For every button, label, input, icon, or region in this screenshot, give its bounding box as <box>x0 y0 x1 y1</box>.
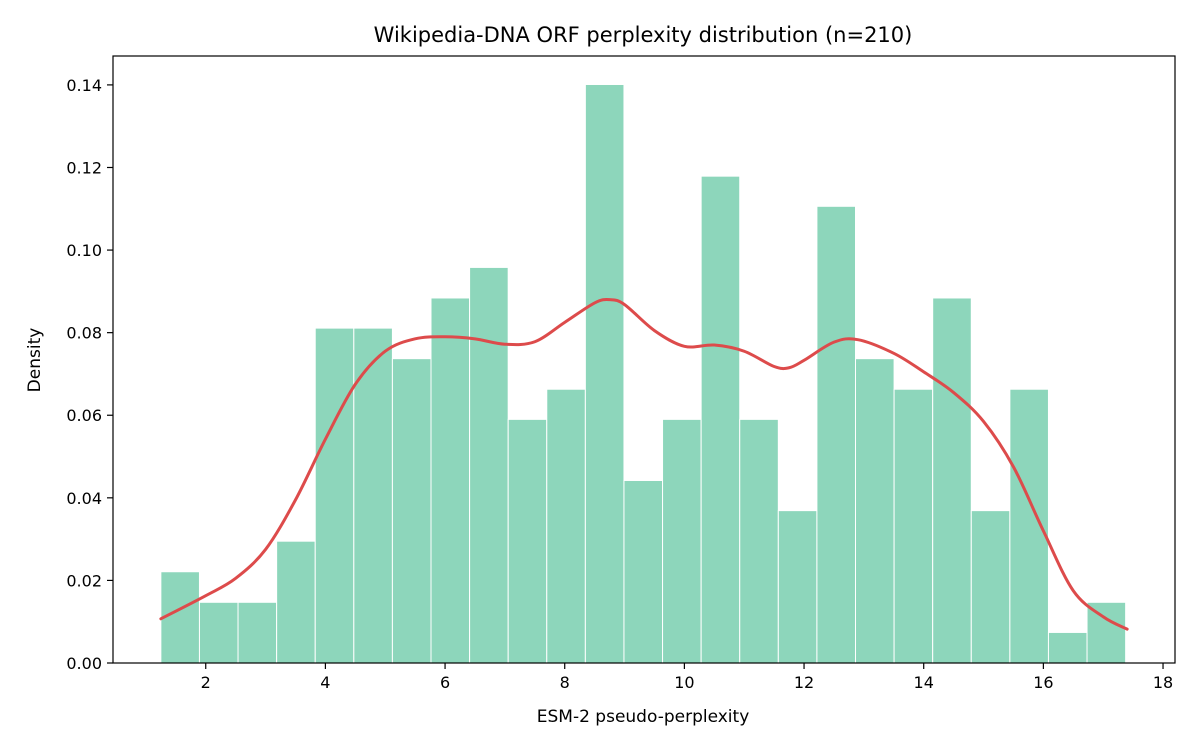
x-tick-label: 8 <box>560 673 570 692</box>
x-tick-label: 14 <box>914 673 934 692</box>
histogram-bar <box>314 327 355 664</box>
histogram-bar <box>160 571 200 664</box>
kde-curve-group <box>159 297 1129 631</box>
histogram-bar <box>198 601 239 664</box>
x-axis-label: ESM-2 pseudo-perplexity <box>537 707 750 727</box>
x-tick-label: 6 <box>440 673 450 692</box>
y-tick-label: 0.12 <box>66 158 102 177</box>
y-tick-label: 0.08 <box>66 324 102 343</box>
x-tick-label: 12 <box>794 673 814 692</box>
histogram-bar <box>855 358 895 664</box>
chart-title: Wikipedia-DNA ORF perplexity distributio… <box>374 23 913 47</box>
y-tick-label: 0.04 <box>66 489 102 508</box>
histogram-bar <box>700 175 741 664</box>
histogram-bar <box>430 297 471 664</box>
histogram-bars <box>160 83 1127 664</box>
plot-frame <box>112 55 1176 664</box>
histogram-bar <box>816 205 857 664</box>
x-tick-label: 10 <box>674 673 694 692</box>
y-tick-label: 0.02 <box>66 571 102 590</box>
histogram-bar <box>662 418 702 664</box>
histogram-bar <box>1086 601 1127 664</box>
x-tick-label: 16 <box>1033 673 1053 692</box>
y-tick-label: 0.10 <box>66 241 102 260</box>
y-axis: 0.00 0.02 0.04 0.06 0.08 0.10 0.12 0.14 <box>66 76 113 673</box>
y-tick-label: 0.14 <box>66 76 102 95</box>
histogram-bar <box>276 540 316 664</box>
x-axis: 2 4 6 8 10 12 14 16 18 <box>201 663 1173 692</box>
histogram-bar <box>546 388 586 664</box>
x-tick-label: 4 <box>320 673 330 692</box>
x-tick-label: 18 <box>1153 673 1173 692</box>
y-tick-label: 0.06 <box>66 406 102 425</box>
histogram-bar <box>932 297 972 664</box>
y-tick-label: 0.00 <box>66 654 102 673</box>
y-axis-label: Density <box>25 328 45 393</box>
histogram-bar <box>469 266 509 664</box>
histogram-bar <box>1047 631 1088 664</box>
x-tick-label: 2 <box>201 673 211 692</box>
histogram-bar <box>584 83 625 664</box>
histogram-bar <box>777 510 818 664</box>
histogram-bar <box>507 418 548 664</box>
histogram-bar <box>623 479 664 664</box>
kde-curve <box>159 297 1129 631</box>
histogram-bar <box>970 510 1011 664</box>
histogram-bar <box>391 358 432 664</box>
histogram-bar <box>237 601 278 664</box>
histogram-bar <box>353 327 393 664</box>
histogram-bar <box>893 388 934 664</box>
histogram-bar <box>739 418 779 664</box>
